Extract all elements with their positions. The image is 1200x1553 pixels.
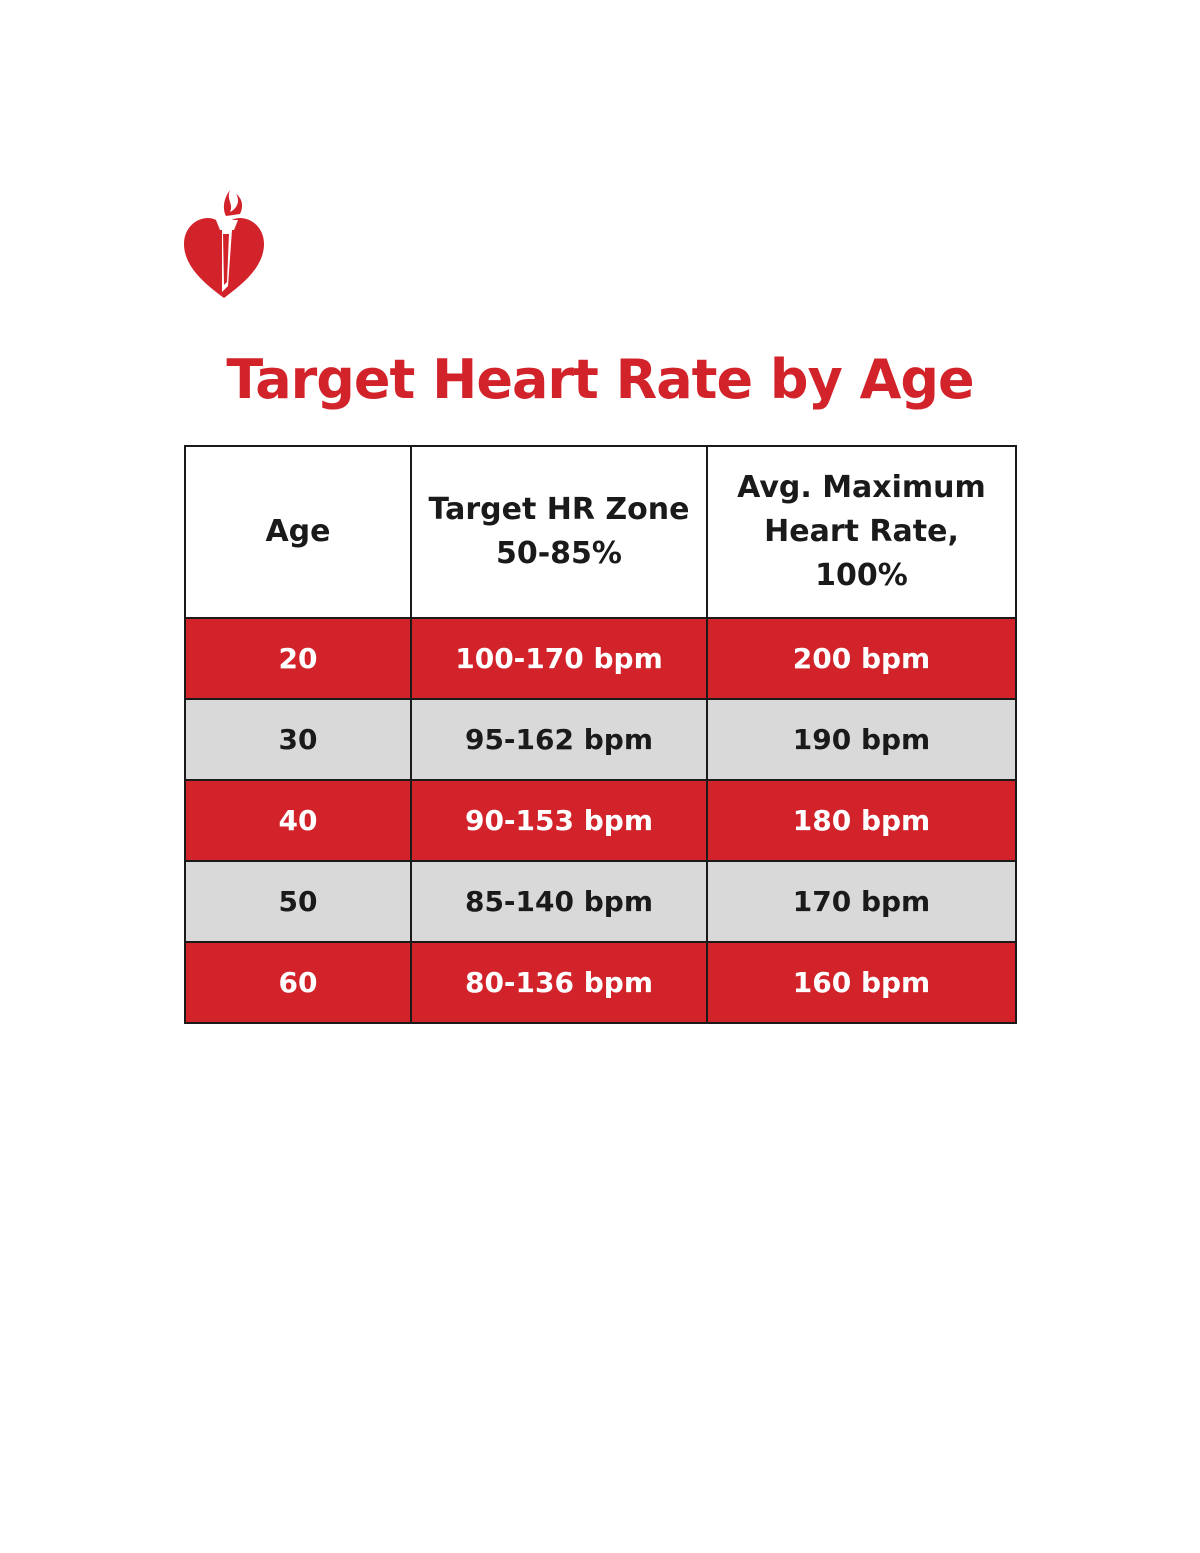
cell-age: 30 — [184, 698, 412, 781]
cell-max-rate: 200 bpm — [706, 617, 1017, 700]
page-title: Target Heart Rate by Age — [226, 348, 974, 411]
header-age-label: Age — [265, 514, 331, 549]
cell-age: 50 — [184, 860, 412, 943]
heart-torch-logo — [178, 186, 270, 300]
header-max-line2: Heart Rate, — [764, 514, 959, 549]
target-heart-rate-table: Age Target HR Zone 50-85% Avg. Maximum H… — [184, 445, 1017, 1024]
table-row: 40 90-153 bpm 180 bpm — [184, 779, 1017, 862]
cell-target-zone: 85-140 bpm — [410, 860, 708, 943]
heart-torch-icon — [184, 190, 264, 298]
header-zone-line2: 50-85% — [495, 536, 622, 571]
cell-max-rate: 160 bpm — [706, 941, 1017, 1024]
table-row: 20 100-170 bpm 200 bpm — [184, 617, 1017, 700]
table-row: 60 80-136 bpm 160 bpm — [184, 941, 1017, 1024]
cell-age: 60 — [184, 941, 412, 1024]
table-row: 50 85-140 bpm 170 bpm — [184, 860, 1017, 943]
cell-target-zone: 90-153 bpm — [410, 779, 708, 862]
table-row: 30 95-162 bpm 190 bpm — [184, 698, 1017, 781]
cell-target-zone: 100-170 bpm — [410, 617, 708, 700]
header-target-zone: Target HR Zone 50-85% — [410, 445, 708, 619]
cell-max-rate: 190 bpm — [706, 698, 1017, 781]
header-zone-line1: Target HR Zone — [428, 492, 690, 527]
header-age: Age — [184, 445, 412, 619]
cell-max-rate: 170 bpm — [706, 860, 1017, 943]
table-header-row: Age Target HR Zone 50-85% Avg. Maximum H… — [184, 445, 1017, 619]
cell-age: 20 — [184, 617, 412, 700]
header-max-line1: Avg. Maximum — [737, 470, 986, 505]
cell-max-rate: 180 bpm — [706, 779, 1017, 862]
cell-age: 40 — [184, 779, 412, 862]
header-max-heart-rate: Avg. Maximum Heart Rate, 100% — [706, 445, 1017, 619]
header-max-line3: 100% — [815, 558, 908, 593]
cell-target-zone: 80-136 bpm — [410, 941, 708, 1024]
cell-target-zone: 95-162 bpm — [410, 698, 708, 781]
